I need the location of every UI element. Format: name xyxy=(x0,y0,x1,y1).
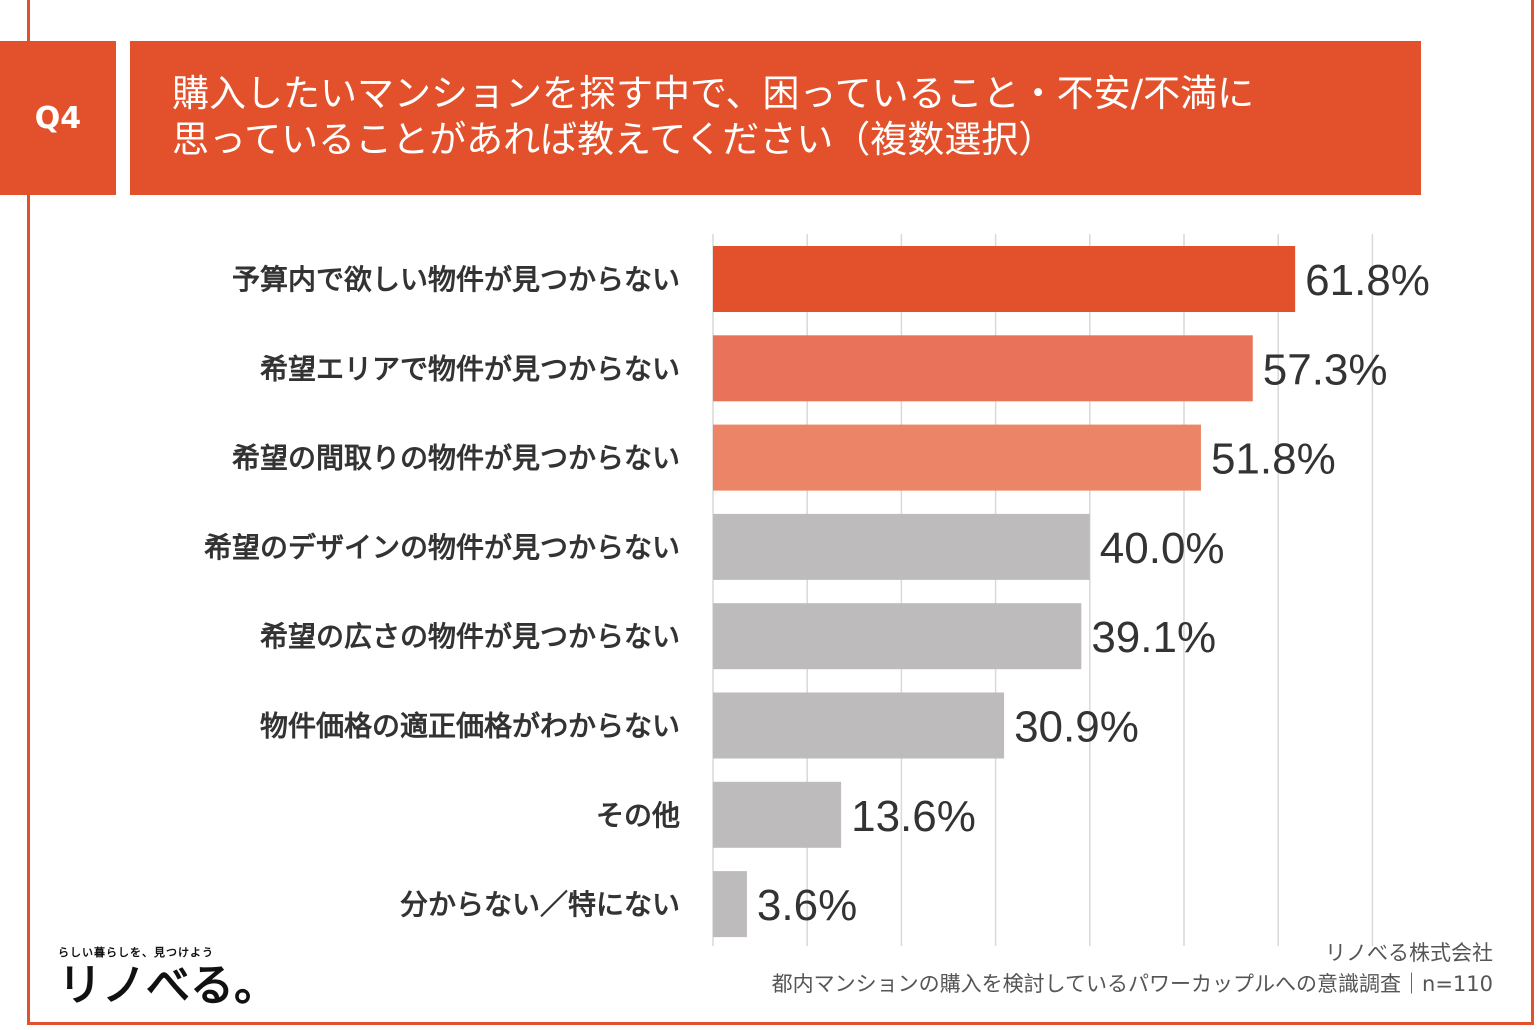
value-label: 3.6% xyxy=(757,881,857,930)
title-line-1: 購入したいマンションを探す中で、困っていること・不安/不満に xyxy=(172,72,1255,115)
value-label: 61.8% xyxy=(1305,256,1430,305)
footer-company: リノべる株式会社 xyxy=(1325,941,1493,965)
question-title: 購入したいマンションを探す中で、困っていること・不安/不満に 思っていることがあ… xyxy=(130,41,1421,195)
category-label: 予算内で欲しい物件が見つからない xyxy=(232,263,680,296)
brand-logo: らしい暮らしを、見つけよう リノべる。 xyxy=(58,944,278,1012)
value-label: 57.3% xyxy=(1263,345,1388,394)
category-label: 希望エリアで物件が見つからない xyxy=(260,352,680,385)
value-label: 51.8% xyxy=(1211,435,1336,484)
category-label: 分からない／特にない xyxy=(400,888,680,921)
category-label: 希望のデザインの物件が見つからない xyxy=(204,531,680,564)
category-label: その他 xyxy=(596,799,680,832)
value-label: 13.6% xyxy=(851,792,976,841)
bar xyxy=(713,424,1201,491)
logo-tagline: らしい暮らしを、見つけよう xyxy=(58,946,214,959)
bar xyxy=(713,335,1253,402)
logo-name: リノべる。 xyxy=(58,960,278,1011)
value-label: 40.0% xyxy=(1100,524,1225,573)
footer-survey: 都内マンションの購入を検討しているパワーカップルへの意識調査｜n=110 xyxy=(771,972,1493,996)
value-label: 30.9% xyxy=(1014,703,1139,752)
bar xyxy=(713,246,1296,312)
bar xyxy=(713,692,1005,759)
footer: リノべる株式会社 都内マンションの購入を検討しているパワーカップルへの意識調査｜… xyxy=(772,938,1493,1000)
bar xyxy=(713,871,747,938)
category-label: 物件価格の適正価格がわからない xyxy=(260,710,680,743)
value-label: 39.1% xyxy=(1091,613,1216,662)
bar xyxy=(713,603,1082,670)
question-badge: Q4 xyxy=(0,41,116,195)
bar xyxy=(713,781,842,848)
chart-frame xyxy=(27,0,1534,1025)
category-label: 希望の広さの物件が見つからない xyxy=(260,620,680,653)
category-label: 希望の間取りの物件が見つからない xyxy=(232,442,680,475)
bar xyxy=(713,513,1090,580)
title-line-2: 思っていることがあれば教えてください（複数選択） xyxy=(172,118,1056,161)
